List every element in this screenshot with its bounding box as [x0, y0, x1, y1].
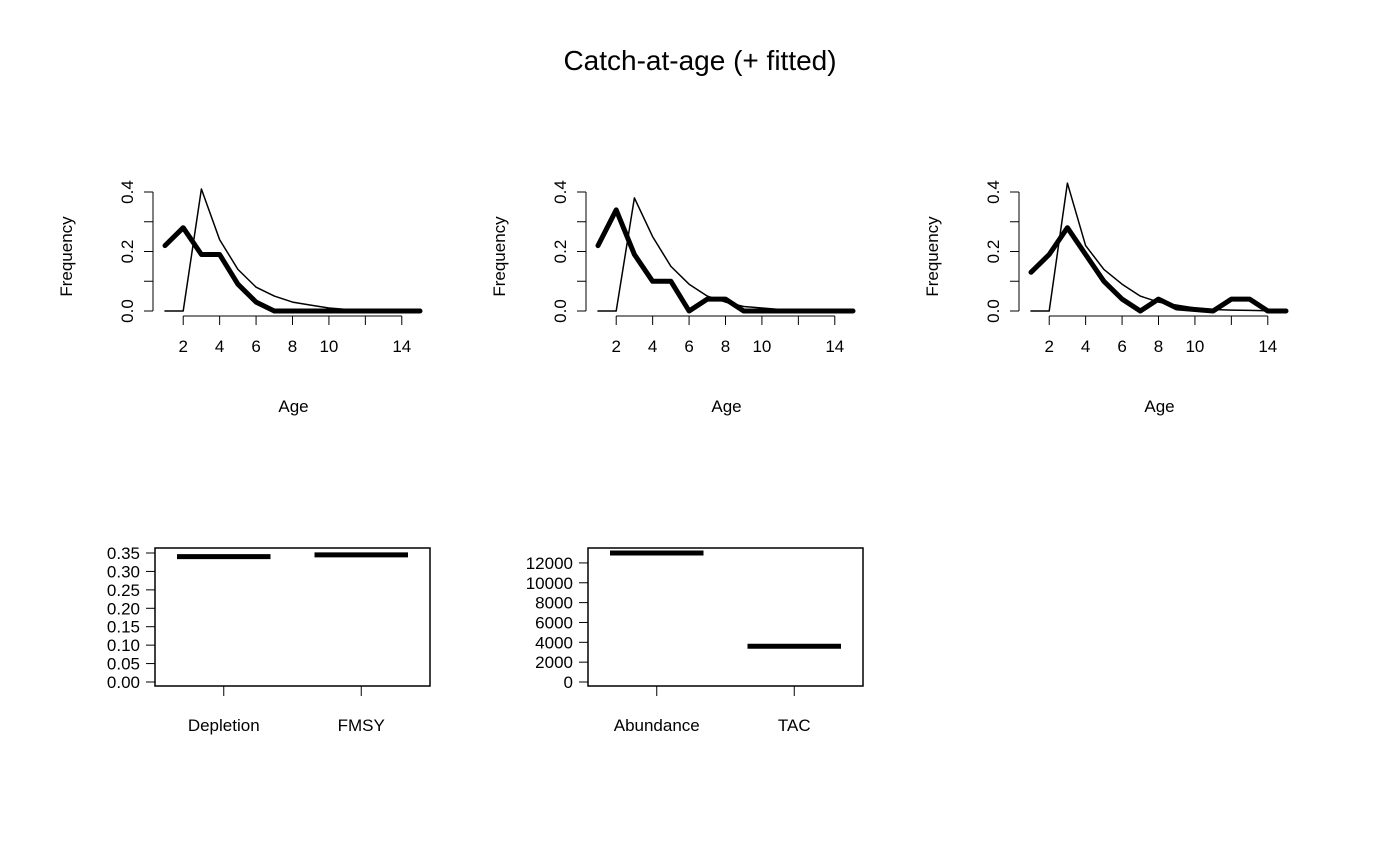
y-tick-label: 0.0: [118, 299, 137, 323]
x-axis-label: Age: [711, 397, 741, 416]
y-tick-label: 0.00: [107, 673, 140, 692]
catch-at-age-panel-1: 0.0 0.2 0.4 Frequency 2 4 6 8 10 14 Age: [57, 180, 423, 416]
y-tick-label: 0.4: [551, 180, 570, 204]
y-axis-label: Frequency: [57, 216, 76, 297]
y-axis-label: Frequency: [490, 216, 509, 297]
x-tick-label: 4: [215, 337, 224, 356]
x-tick-label: 14: [1258, 337, 1277, 356]
y-tick-label: 10000: [526, 574, 573, 593]
y-tick-label: 0.35: [107, 544, 140, 563]
observed-series-line: [1028, 225, 1289, 314]
x-tick-label: 14: [392, 337, 411, 356]
y-tick-label: 0.05: [107, 655, 140, 674]
figure-title: Catch-at-age (+ fitted): [563, 45, 836, 76]
x-axis-label: Age: [1144, 397, 1174, 416]
depletion-fmsy-panel: 0.000.050.100.150.200.250.300.35 Depletio…: [107, 544, 431, 735]
catch-at-age-panel-2: 0.0 0.2 0.4 Frequency 2 4 6 8 10 14 Age: [490, 180, 856, 416]
y-tick-label: 8000: [535, 594, 573, 613]
x-tick-label: 10: [319, 337, 338, 356]
x-tick-label: 8: [1154, 337, 1163, 356]
catch-at-age-panel-3: 0.0 0.2 0.4 Frequency 2 4 6 8 10 14 Age: [923, 180, 1289, 416]
x-tick-label: 6: [251, 337, 260, 356]
x-category-label: Depletion: [188, 716, 260, 735]
x-tick-label: 2: [178, 337, 187, 356]
x-category-label: Abundance: [614, 716, 700, 735]
x-tick-label: 2: [1044, 337, 1053, 356]
x-tick-label: 14: [825, 337, 844, 356]
y-tick-label: 0: [564, 673, 573, 692]
y-tick-label: 0.2: [551, 240, 570, 264]
y-tick-label: 0.20: [107, 599, 140, 618]
y-tick-label: 4000: [535, 633, 573, 652]
y-tick-label: 0.25: [107, 581, 140, 600]
y-tick-label: 0.30: [107, 562, 140, 581]
x-tick-label: 6: [1117, 337, 1126, 356]
y-tick-label: 0.2: [984, 240, 1003, 264]
y-tick-label: 0.4: [118, 180, 137, 204]
fitted-series-line: [164, 188, 421, 312]
x-tick-label: 8: [721, 337, 730, 356]
x-tick-label: 6: [684, 337, 693, 356]
y-tick-label: 6000: [535, 613, 573, 632]
y-tick-label: 0.2: [118, 240, 137, 264]
y-tick-label: 0.0: [551, 299, 570, 323]
x-category-label: TAC: [778, 716, 811, 735]
y-tick-label: 0.4: [984, 180, 1003, 204]
plot-box: [587, 547, 864, 687]
x-axis-label: Age: [278, 397, 308, 416]
x-tick-label: 8: [288, 337, 297, 356]
observed-series-line: [595, 207, 856, 314]
y-tick-label: 12000: [526, 554, 573, 573]
fitted-series-line: [597, 197, 854, 312]
plot-box: [154, 547, 431, 687]
y-tick-label: 0.10: [107, 636, 140, 655]
x-tick-label: 4: [648, 337, 657, 356]
x-tick-label: 4: [1081, 337, 1090, 356]
x-tick-label: 2: [611, 337, 620, 356]
x-tick-label: 10: [1185, 337, 1204, 356]
y-axis-label: Frequency: [923, 216, 942, 297]
x-category-label: FMSY: [338, 716, 385, 735]
y-tick-label: 0.15: [107, 618, 140, 637]
fitted-series-line: [1030, 182, 1287, 312]
observed-series-line: [162, 225, 423, 314]
y-tick-label: 0.0: [984, 299, 1003, 323]
x-tick-label: 10: [752, 337, 771, 356]
y-tick-label: 2000: [535, 653, 573, 672]
